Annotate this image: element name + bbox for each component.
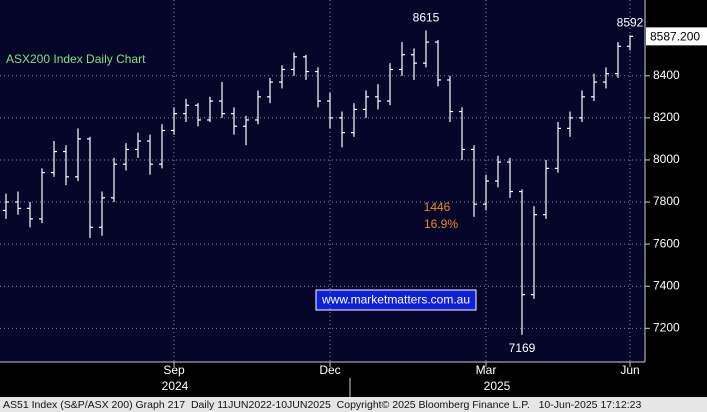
x-tick-label: Jun bbox=[620, 363, 639, 377]
footer-bar bbox=[0, 397, 707, 412]
y-tick-label: 7400 bbox=[653, 278, 680, 292]
y-axis-area bbox=[645, 0, 707, 362]
y-tick-label: 8200 bbox=[653, 110, 680, 124]
website: www.marketmatters.com.au bbox=[321, 293, 470, 307]
x-axis-area bbox=[0, 362, 707, 397]
x-tick-label: Dec bbox=[319, 363, 340, 377]
footer: AS51 Index (S&P/ASX 200) Graph 217 Daily… bbox=[3, 399, 641, 411]
y-tick-label: 7200 bbox=[653, 320, 680, 334]
website-box bbox=[315, 289, 477, 311]
last-price-label: 8587.200 bbox=[650, 30, 700, 44]
y-tick-label: 7800 bbox=[653, 194, 680, 208]
year-label: 2025 bbox=[484, 379, 511, 393]
chart-title: ASX200 Index Daily Chart bbox=[6, 52, 146, 66]
y-tick-label: 8400 bbox=[653, 68, 680, 82]
move-percent: 16.9% bbox=[424, 217, 458, 231]
extreme-label: 8592 bbox=[617, 16, 644, 30]
extreme-label: 7169 bbox=[509, 341, 536, 355]
y-tick-label: 7600 bbox=[653, 236, 680, 250]
x-tick-label: Mar bbox=[476, 363, 497, 377]
y-tick-label: 8000 bbox=[653, 152, 680, 166]
last-price-box bbox=[646, 27, 707, 46]
move-points: 1446 bbox=[424, 200, 451, 214]
extreme-label: 8615 bbox=[413, 11, 440, 25]
year-label: 2024 bbox=[162, 379, 189, 393]
x-tick-label: Sep bbox=[163, 363, 185, 377]
